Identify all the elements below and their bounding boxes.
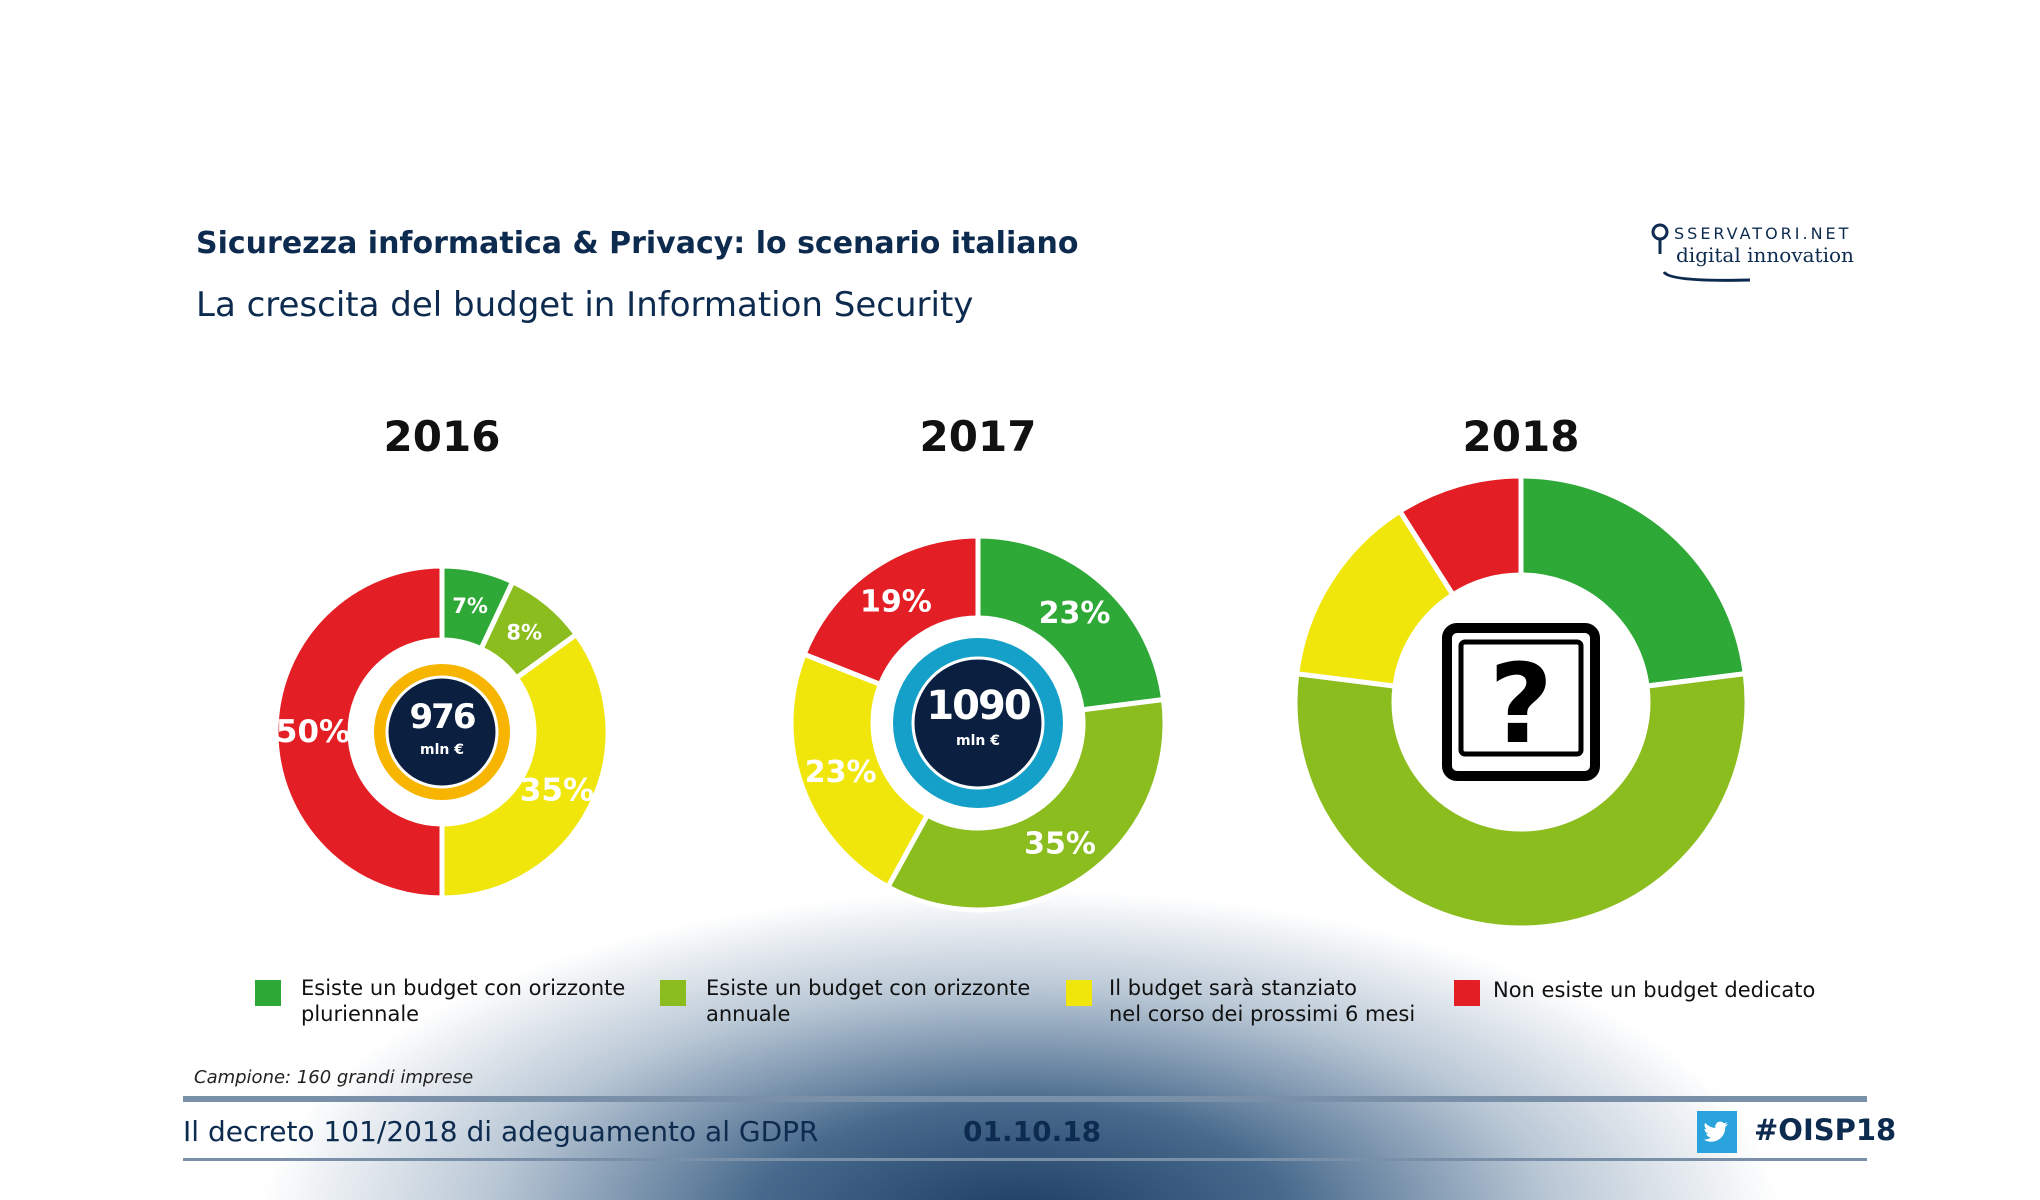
legend-label-prossimi-6-mesi: Il budget sarà stanziato nel corso dei pr… <box>1109 976 1416 1026</box>
donut-2017-slice-2 <box>788 650 931 891</box>
donut-2016-label-2: 35% <box>520 773 594 809</box>
donut-2017-label-3: 19% <box>860 585 932 620</box>
legend-label-nessun-budget: Non esiste un budget dedicato <box>1493 978 1816 1002</box>
legend-label-annuale: Esiste un budget con orizzonte annuale <box>706 976 1031 1026</box>
donut-2016-slice-3 <box>273 563 445 901</box>
question-mark-glyph: ? <box>1489 640 1553 768</box>
footer-title: Il decreto 101/2018 di adeguamento al GD… <box>183 1115 819 1148</box>
year-2018: 2018 <box>1462 412 1580 461</box>
svg-text:SSERVATORI.NET: SSERVATORI.NET <box>1674 224 1851 243</box>
footer-top-divider <box>183 1096 1867 1102</box>
donut-2016-label-1: 8% <box>506 621 542 645</box>
donut-2017-slice-0 <box>975 533 1167 713</box>
year-2017: 2017 <box>919 412 1037 461</box>
donut-2016-center-value: 976 <box>410 697 475 737</box>
year-2016: 2016 <box>383 412 501 461</box>
donut-2017-slice-3 <box>800 533 981 688</box>
donut-2018-slice-0 <box>1518 473 1749 689</box>
legend-swatch-lightgreen <box>660 980 686 1006</box>
osservatori-logo: SSERVATORI.NET digital innovation <box>1651 223 1854 282</box>
twitter-icon[interactable] <box>1697 1111 1737 1153</box>
donut-2017-label-1: 35% <box>1024 826 1096 861</box>
donut-2017-label-0: 23% <box>1039 596 1111 631</box>
slide-subtitle: La crescita del budget in Information Se… <box>196 285 974 325</box>
donut-2016-slice-2 <box>439 630 611 901</box>
donut-2016-center-unit: mln € <box>420 742 464 758</box>
donut-2017-center-unit: mln € <box>956 733 1000 749</box>
donut-2016-label-0: 7% <box>452 594 488 618</box>
donut-2017-label-2: 23% <box>805 755 877 790</box>
legend-label-pluriennale: Esiste un budget con orizzonte pluriennal… <box>301 976 626 1026</box>
donut-2017-slice-1 <box>884 696 1168 913</box>
legend-swatch-red <box>1454 980 1480 1006</box>
hashtag[interactable]: #OISP18 <box>1754 1113 1897 1147</box>
donut-charts: 7% 8% 35% 50% 976 mln € 23% 35% 23% 19% 1090 mln €? <box>273 473 1750 931</box>
footer-bottom-divider <box>183 1158 1867 1161</box>
question-mark-icon-inner <box>1458 639 1584 757</box>
donut-2017-center-disc <box>911 656 1045 790</box>
question-mark-icon <box>1442 623 1600 781</box>
legend-swatch-yellow <box>1066 980 1092 1006</box>
legend-swatch-green <box>255 980 281 1006</box>
donut-2017-center-value: 1090 <box>926 683 1029 729</box>
donut-2016-center-disc <box>385 675 499 789</box>
svg-text:digital innovation: digital innovation <box>1676 243 1854 267</box>
donut-2018-slice-1 <box>1292 670 1750 931</box>
slide-title: Sicurezza informatica & Privacy: lo scen… <box>196 226 1079 261</box>
footer-date: 01.10.18 <box>963 1115 1102 1148</box>
donut-2018-slice-3 <box>1396 473 1524 599</box>
sample-note: Campione: 160 grandi imprese <box>194 1067 474 1088</box>
donut-2016-label-3: 50% <box>276 714 350 750</box>
